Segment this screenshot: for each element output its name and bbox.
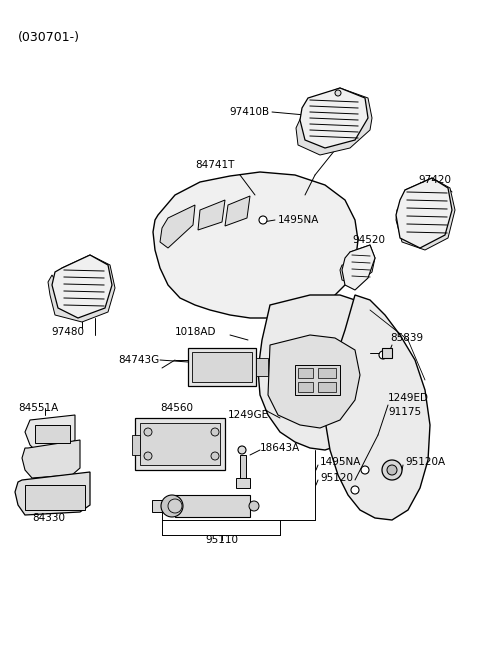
Circle shape [211,452,219,460]
Circle shape [335,90,341,96]
Polygon shape [153,172,358,318]
Text: 95110: 95110 [205,535,239,545]
Circle shape [161,495,183,517]
Text: 97420: 97420 [418,175,451,185]
Text: 84741T: 84741T [195,160,234,170]
Text: 95120A: 95120A [405,457,445,467]
Bar [140,423,220,465]
Bar [236,478,250,488]
Text: 97480: 97480 [51,327,84,337]
Circle shape [211,428,219,436]
Bar [256,358,268,376]
Text: 1495NA: 1495NA [278,215,319,225]
Circle shape [387,465,397,475]
Polygon shape [48,255,115,322]
Circle shape [379,351,387,359]
Text: 84330: 84330 [32,513,65,523]
Bar [132,435,140,455]
Text: 84743G: 84743G [118,355,159,365]
Text: 97410B: 97410B [230,107,270,117]
Bar [298,368,313,378]
Text: 84560: 84560 [160,403,193,413]
Text: 94520: 94520 [352,235,385,245]
Bar [240,455,246,480]
Polygon shape [300,88,368,148]
Text: 1495NA: 1495NA [320,457,361,467]
Polygon shape [258,295,390,450]
Bar [175,495,250,517]
Polygon shape [22,440,80,478]
Circle shape [249,501,259,511]
Polygon shape [296,88,372,155]
Text: 1018AD: 1018AD [175,327,216,337]
Text: 84551A: 84551A [18,403,58,413]
Circle shape [351,486,359,494]
Polygon shape [396,178,455,250]
Bar [188,348,256,386]
Polygon shape [342,245,375,290]
Text: 18643A: 18643A [260,443,300,453]
Circle shape [144,428,152,436]
Bar [152,500,170,512]
Text: 95120: 95120 [320,473,353,483]
Polygon shape [15,472,90,515]
Polygon shape [396,178,452,248]
Text: (030701-): (030701-) [18,31,80,45]
Circle shape [168,499,182,513]
Bar [25,485,85,510]
Text: 85839: 85839 [390,333,423,343]
Bar [295,365,340,395]
Circle shape [259,216,267,224]
Polygon shape [198,200,225,230]
Polygon shape [340,245,375,285]
Bar [298,382,313,392]
Text: 1249GE: 1249GE [228,410,269,420]
Polygon shape [52,255,112,318]
Bar [35,425,70,443]
Polygon shape [160,205,195,248]
Bar [192,352,252,382]
Bar [382,348,392,358]
Polygon shape [25,415,75,450]
Bar [318,368,336,378]
Bar [135,418,225,470]
Polygon shape [268,335,360,428]
Circle shape [382,460,402,480]
Text: 91175: 91175 [388,407,421,417]
Bar [318,382,336,392]
Circle shape [144,452,152,460]
Circle shape [238,446,246,454]
Polygon shape [325,295,430,520]
Circle shape [361,466,369,474]
Polygon shape [225,196,250,226]
Text: 1249ED: 1249ED [388,393,429,403]
